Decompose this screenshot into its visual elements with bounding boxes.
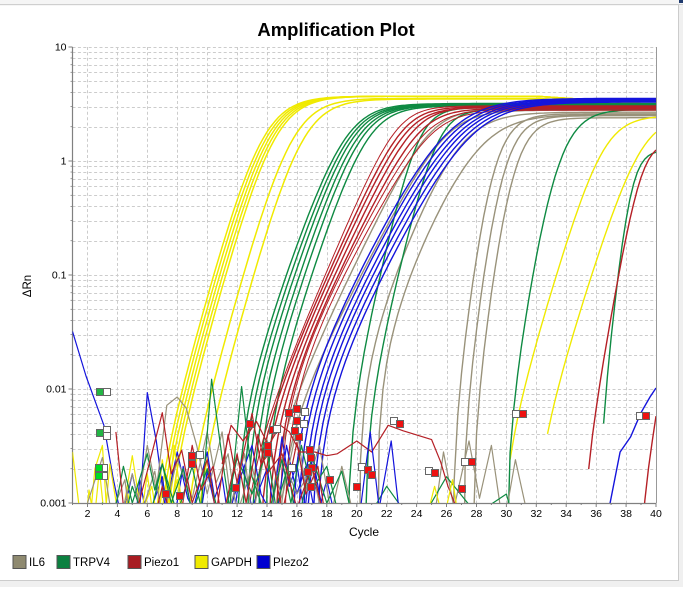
svg-text:12: 12 — [231, 508, 243, 520]
svg-text:Amplification Plot: Amplification Plot — [257, 19, 414, 40]
svg-text:18: 18 — [321, 508, 333, 520]
svg-text:40: 40 — [650, 508, 662, 520]
svg-text:Piezo1: Piezo1 — [144, 557, 179, 569]
svg-text:10: 10 — [201, 508, 213, 520]
svg-text:8: 8 — [174, 508, 180, 520]
svg-text:28: 28 — [471, 508, 483, 520]
svg-text:22: 22 — [381, 508, 393, 520]
svg-text:34: 34 — [560, 508, 572, 520]
svg-text:36: 36 — [590, 508, 602, 520]
svg-text:IL6: IL6 — [29, 557, 45, 569]
svg-text:ΔRn: ΔRn — [22, 275, 34, 297]
svg-text:30: 30 — [501, 508, 513, 520]
svg-text:Cycle: Cycle — [349, 525, 379, 539]
svg-text:GAPDH: GAPDH — [211, 557, 252, 569]
svg-text:2: 2 — [85, 508, 91, 520]
svg-text:14: 14 — [261, 508, 273, 520]
svg-text:4: 4 — [114, 508, 120, 520]
svg-text:0.1: 0.1 — [52, 270, 67, 282]
svg-text:10: 10 — [55, 42, 67, 54]
svg-text:16: 16 — [291, 508, 303, 520]
svg-text:26: 26 — [441, 508, 453, 520]
svg-text:0.001: 0.001 — [40, 498, 66, 510]
svg-text:0.01: 0.01 — [46, 384, 67, 396]
svg-text:1: 1 — [61, 156, 67, 168]
svg-text:20: 20 — [351, 508, 363, 520]
svg-text:38: 38 — [620, 508, 632, 520]
svg-text:PIezo2: PIezo2 — [273, 557, 309, 569]
svg-text:TRPV4: TRPV4 — [73, 557, 111, 569]
svg-text:32: 32 — [530, 508, 542, 520]
svg-text:6: 6 — [144, 508, 150, 520]
svg-text:24: 24 — [411, 508, 423, 520]
